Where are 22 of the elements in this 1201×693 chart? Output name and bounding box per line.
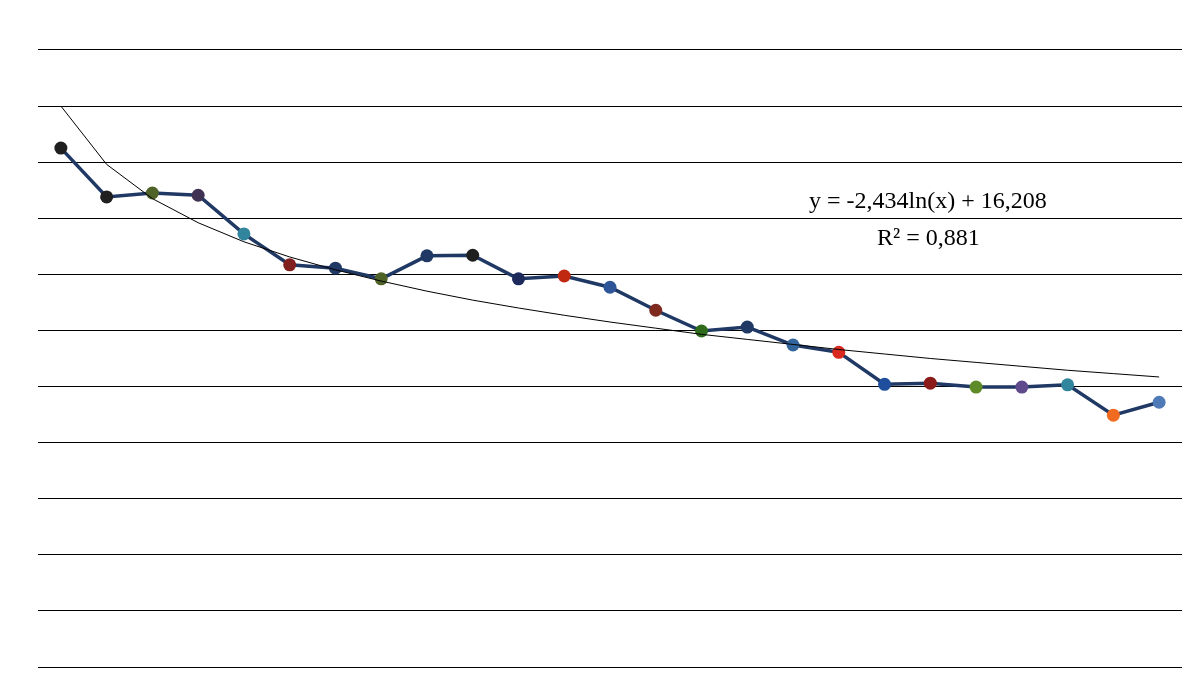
point	[54, 141, 68, 155]
point	[511, 272, 525, 286]
point	[100, 190, 114, 204]
point	[466, 248, 480, 262]
point	[1015, 380, 1029, 394]
point	[1061, 378, 1075, 392]
annotation: R² = 0,881	[877, 224, 980, 250]
point	[878, 377, 892, 391]
point	[1106, 408, 1120, 422]
point	[1152, 395, 1166, 409]
point	[969, 380, 983, 394]
point	[740, 320, 754, 334]
point	[191, 188, 205, 202]
point	[283, 258, 297, 272]
point	[649, 303, 663, 317]
annotation: y = -2,434ln(x) + 16,208	[809, 187, 1047, 213]
point	[923, 376, 937, 390]
point	[237, 227, 251, 241]
point	[695, 324, 709, 338]
point	[603, 280, 617, 294]
point	[557, 269, 571, 283]
point	[420, 249, 434, 263]
